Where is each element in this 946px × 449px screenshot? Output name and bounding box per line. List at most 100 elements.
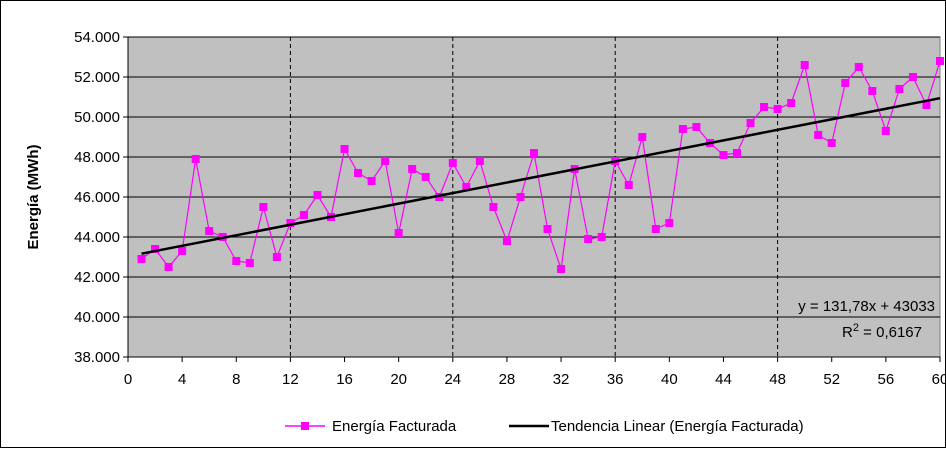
legend-marker-energia <box>301 422 309 430</box>
data-point <box>394 229 403 237</box>
data-point <box>584 235 593 243</box>
y-tick-label: 46.000 <box>74 189 120 206</box>
data-point <box>908 73 917 81</box>
data-point <box>881 127 890 135</box>
x-tick-label: 12 <box>282 371 299 388</box>
data-point <box>597 233 606 241</box>
data-point <box>164 263 173 271</box>
r-squared-value: = 0,6167 <box>859 324 922 341</box>
data-point <box>773 105 782 113</box>
x-tick-label: 40 <box>661 371 678 388</box>
data-point <box>922 101 931 109</box>
y-tick-label: 54.000 <box>74 29 120 46</box>
data-point <box>340 145 349 153</box>
r-squared-superscript: 2 <box>853 322 859 334</box>
x-tick-label: 4 <box>178 371 186 388</box>
x-tick-label: 16 <box>336 371 353 388</box>
x-tick-label: 32 <box>553 371 570 388</box>
data-point <box>408 165 417 173</box>
x-tick-label: 8 <box>232 371 240 388</box>
trend-equation-text: y = 131,78x + 43033 <box>798 298 935 315</box>
r-squared-label: R <box>842 324 853 341</box>
data-point <box>787 99 796 107</box>
data-point <box>354 169 363 177</box>
data-point <box>462 183 471 191</box>
data-point <box>299 211 308 219</box>
data-point <box>245 259 254 267</box>
data-point <box>178 247 187 255</box>
data-point <box>733 149 741 157</box>
x-tick-label: 28 <box>499 371 516 388</box>
y-axis-label: Energía (MWh) <box>25 145 42 250</box>
vertical-dashed-gridlines <box>289 37 779 357</box>
x-tick-label: 52 <box>823 371 840 388</box>
x-tick-label: 20 <box>390 371 407 388</box>
y-tick-label: 50.000 <box>74 109 120 126</box>
y-tick-label: 38.000 <box>74 349 120 366</box>
y-tick-label: 52.000 <box>74 69 120 86</box>
axes <box>123 36 941 362</box>
data-point <box>814 131 823 139</box>
data-point <box>651 225 660 233</box>
data-point <box>800 61 809 69</box>
x-tick-label: 24 <box>444 371 461 388</box>
x-tick-label: 44 <box>715 371 732 388</box>
series-line-path <box>141 60 941 270</box>
data-point <box>435 193 444 201</box>
data-point <box>868 87 877 95</box>
data-point <box>936 57 944 65</box>
data-point <box>895 85 904 93</box>
x-tick-label: 48 <box>769 371 786 388</box>
data-point <box>827 139 836 147</box>
data-point <box>692 123 701 131</box>
legend-label-energia: Energía Facturada <box>332 418 457 435</box>
data-point <box>665 219 674 227</box>
data-point <box>543 225 552 233</box>
trendline-path <box>141 96 941 255</box>
y-tick-label: 42.000 <box>74 269 120 286</box>
y-tick-label: 40.000 <box>74 309 120 326</box>
data-point <box>313 191 322 199</box>
data-point <box>367 177 376 185</box>
data-point <box>151 245 160 253</box>
data-point <box>854 63 863 71</box>
data-point <box>448 159 457 167</box>
data-point <box>232 257 241 265</box>
data-point <box>719 151 728 159</box>
data-point <box>502 237 511 245</box>
x-tick-label: 60 <box>932 371 946 388</box>
x-tick-labels: 0 4 8 12 16 20 24 28 32 36 40 44 48 52 56 60 <box>124 371 946 388</box>
data-point <box>259 203 268 211</box>
data-point <box>841 79 850 87</box>
x-tick-label: 56 <box>878 371 895 388</box>
data-point <box>421 173 430 181</box>
legend: Energía Facturada Tendencia Linear (Ener… <box>285 418 804 435</box>
data-point <box>205 227 214 235</box>
data-point <box>489 203 498 211</box>
data-point <box>678 125 687 133</box>
data-point <box>191 155 200 163</box>
data-point <box>381 157 390 165</box>
data-point <box>516 193 525 201</box>
data-point <box>624 181 633 189</box>
trend-equation: y = 131,78x + 43033 R2 = 0,6167 <box>798 298 935 341</box>
x-tick-label: 0 <box>124 371 132 388</box>
data-point <box>137 255 146 263</box>
legend-label-trendline: Tendencia Linear (Energía Facturada) <box>551 418 804 435</box>
y-tick-label: 44.000 <box>74 229 120 246</box>
y-tick-label: 48.000 <box>74 149 120 166</box>
data-point <box>638 133 647 141</box>
data-point <box>475 157 484 165</box>
r-squared-text: R2 = 0,6167 <box>842 322 922 341</box>
trendline <box>141 96 941 255</box>
x-tick-label: 36 <box>607 371 624 388</box>
data-point <box>286 219 295 227</box>
data-point <box>557 265 566 273</box>
y-tick-labels: 38.000 40.000 42.000 44.000 46.000 48.000 50.0… <box>74 29 120 366</box>
data-point <box>272 253 281 261</box>
data-point <box>760 103 769 111</box>
data-point <box>746 119 755 127</box>
data-point <box>530 149 538 157</box>
